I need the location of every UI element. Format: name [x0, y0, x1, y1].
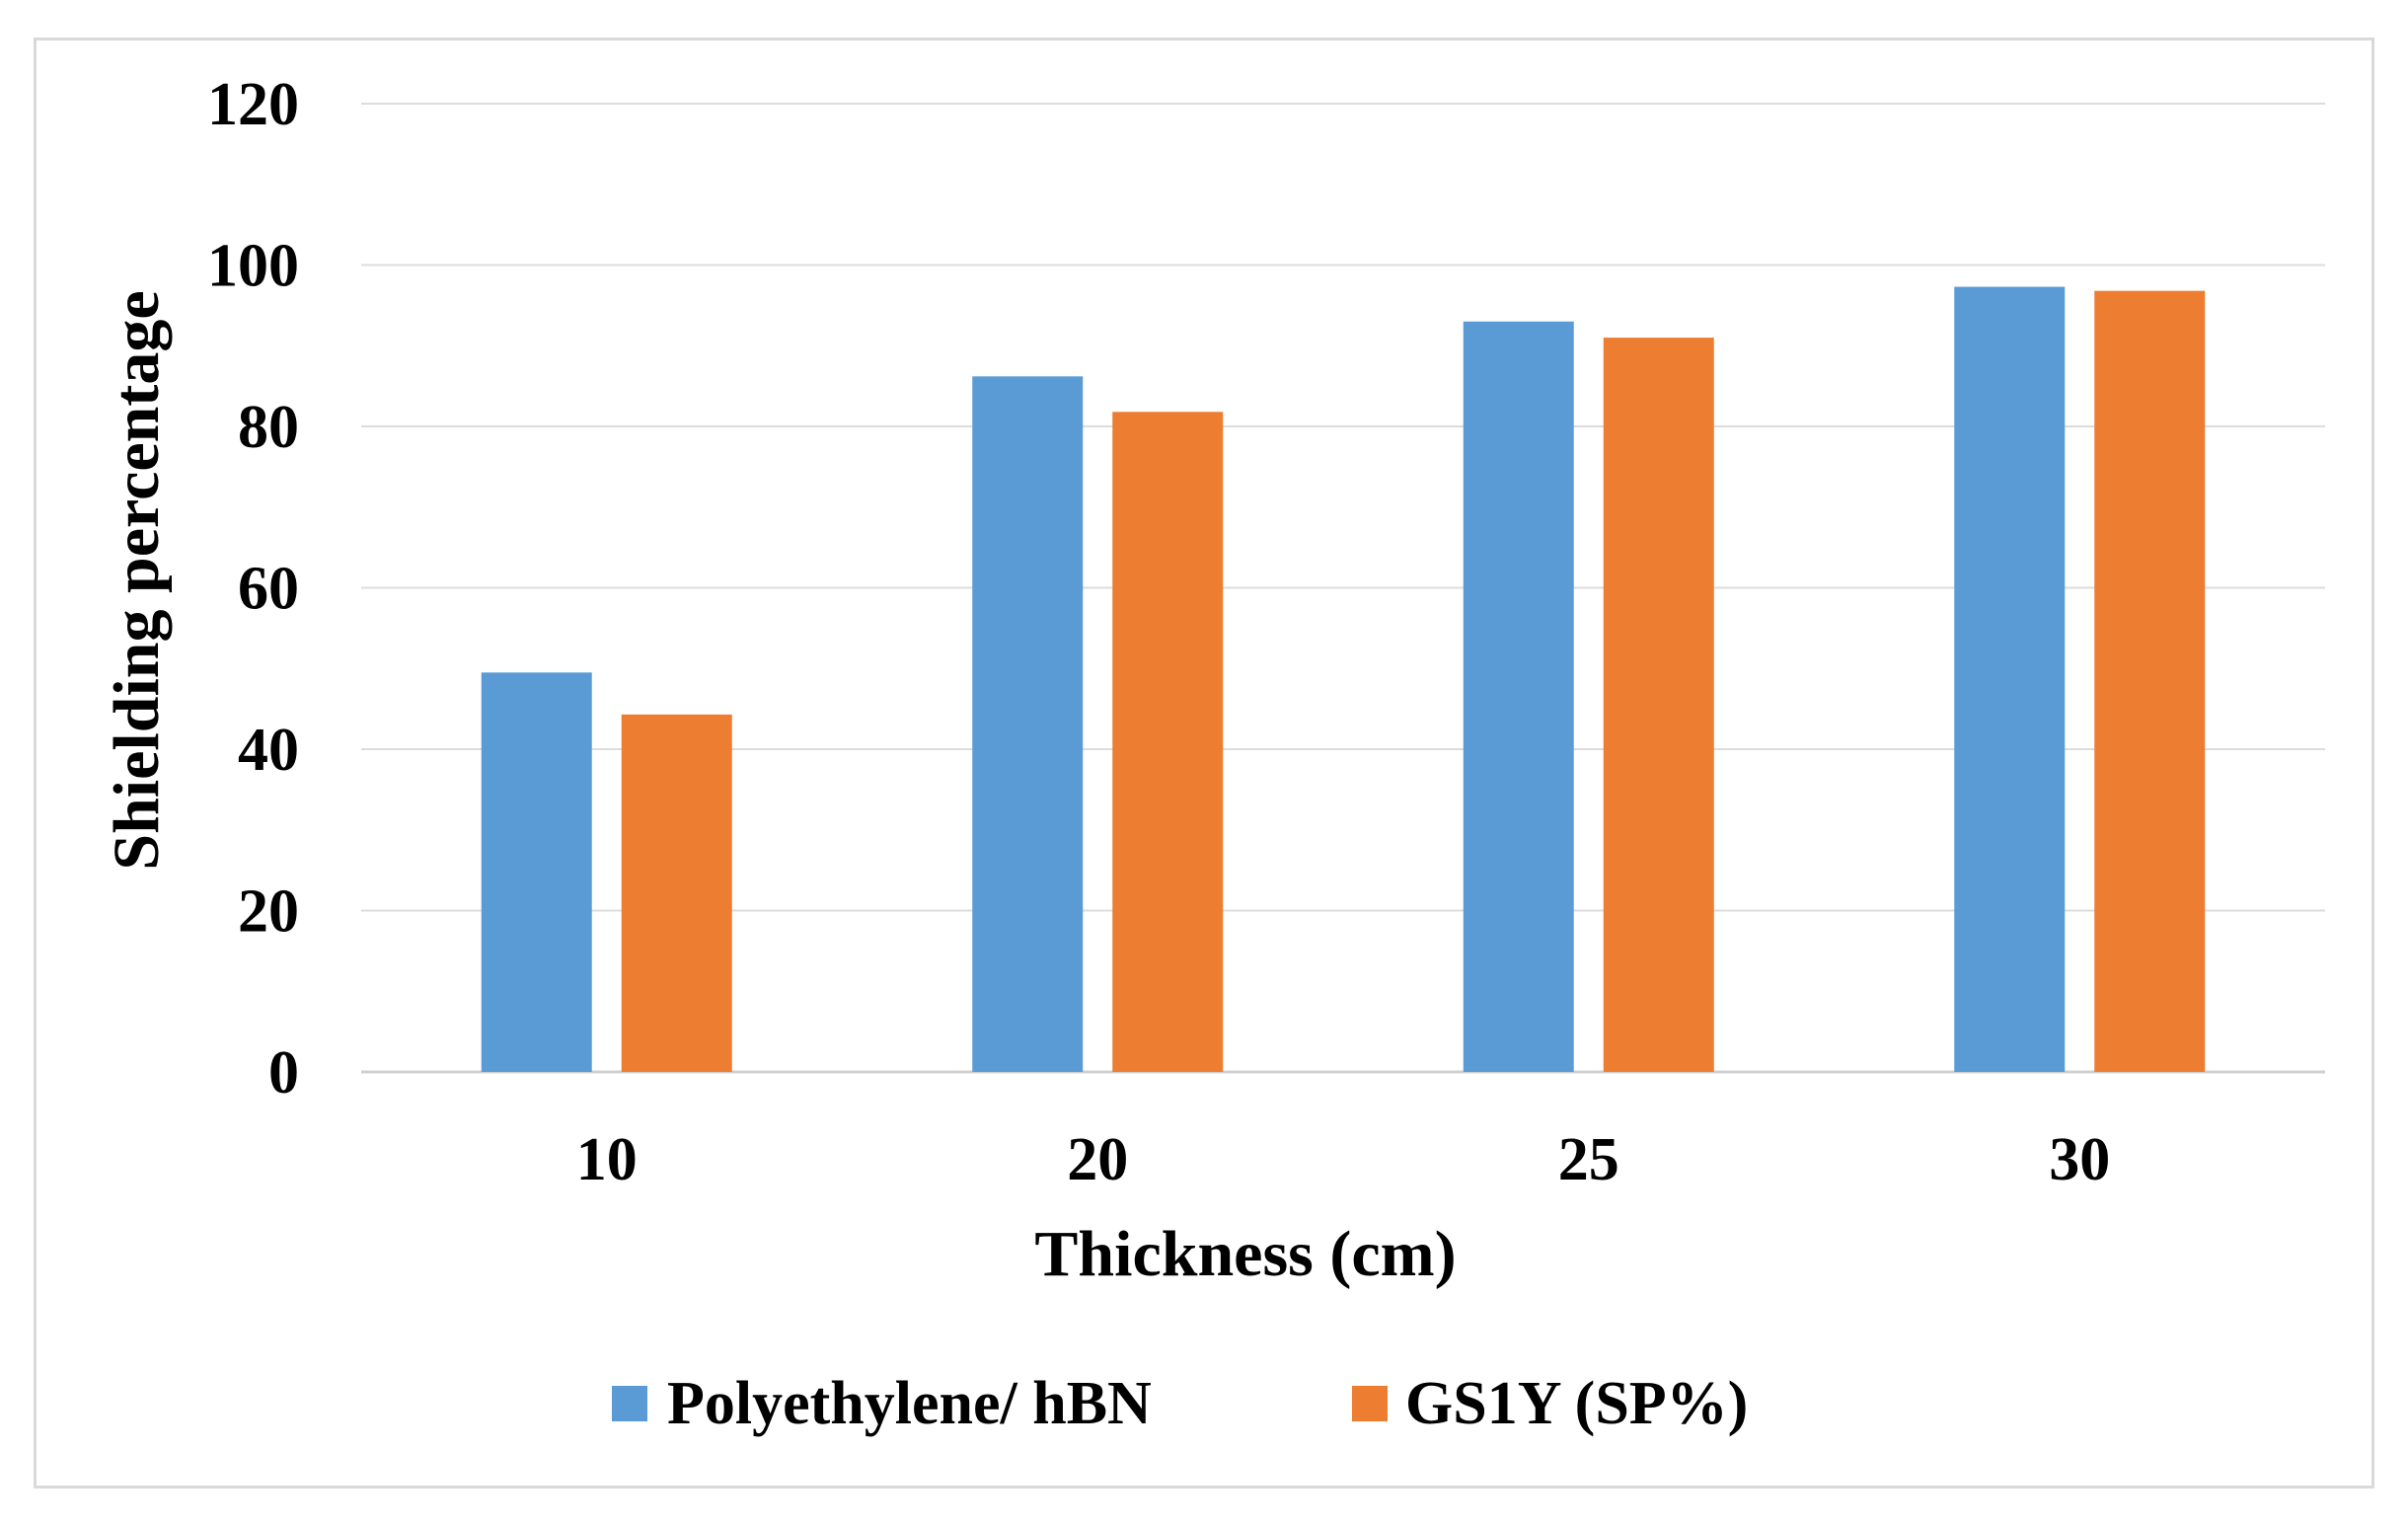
y-tick-label: 0: [268, 1039, 299, 1106]
legend-swatch-gs1y: [1352, 1386, 1388, 1421]
y-tick-label: 40: [238, 717, 299, 784]
legend-swatch-polyethylene-hbn: [612, 1386, 647, 1421]
x-axis-title: Thickness (cm): [1034, 1218, 1456, 1290]
bar-gs1y-20: [1112, 412, 1224, 1072]
legend: Polyethylene/ hBN GS1Y (SP%): [612, 1370, 1748, 1437]
x-tick-label: 25: [1558, 1126, 1619, 1193]
legend-label-polyethylene-hbn: Polyethylene/ hBN: [667, 1370, 1152, 1437]
legend-label-gs1y: GS1Y (SP%): [1405, 1370, 1748, 1437]
y-tick-label: 20: [238, 878, 299, 946]
y-tick-label: 100: [207, 233, 299, 300]
bar-polyethylene-hbn-25: [1463, 321, 1574, 1073]
y-tick-label: 60: [238, 556, 299, 623]
bar-polyethylene-hbn-10: [481, 672, 592, 1072]
x-axis-ticks: 10 20 25 30: [576, 1126, 2111, 1193]
x-tick-label: 20: [1067, 1126, 1128, 1193]
bar-gs1y-30: [2094, 290, 2206, 1072]
y-axis-title: Shielding percentage: [101, 290, 173, 870]
y-tick-label: 120: [207, 71, 299, 138]
y-axis-ticks: 0 20 40 60 80 100 120: [207, 71, 299, 1106]
y-tick-label: 80: [238, 394, 299, 461]
x-tick-label: 10: [576, 1126, 638, 1193]
bar-gs1y-10: [621, 714, 732, 1072]
bar-polyethylene-hbn-30: [1954, 286, 2066, 1072]
bars: [481, 286, 2206, 1073]
x-tick-label: 30: [2049, 1126, 2110, 1193]
bar-gs1y-25: [1603, 338, 1714, 1072]
bar-polyethylene-hbn-20: [972, 376, 1084, 1072]
